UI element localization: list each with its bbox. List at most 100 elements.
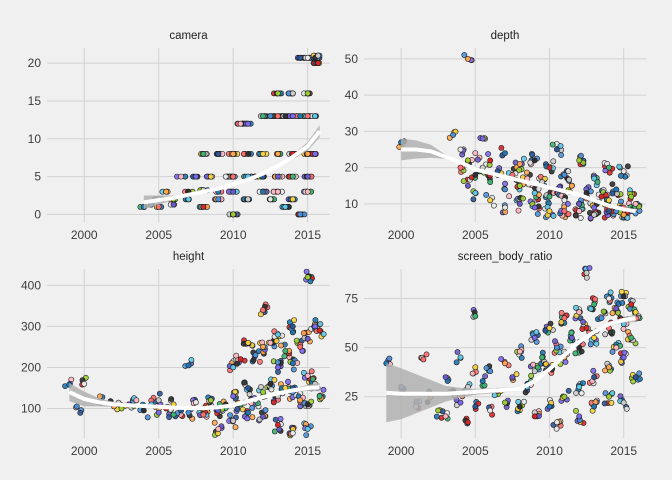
scatter-point [515, 207, 522, 214]
scatter-point [273, 338, 280, 344]
panel-title: depth [491, 30, 520, 42]
panel-depth: depth 2000 2005 2010 2015 10 20 30 40 50 [345, 30, 646, 242]
scatter-point [561, 393, 568, 400]
scatter-point [290, 366, 297, 373]
scatter-point [576, 309, 583, 316]
scatter-point [621, 349, 628, 356]
scatter-point [591, 301, 597, 308]
scatter-point [215, 150, 222, 157]
scatter-point [312, 150, 318, 157]
scatter-point [565, 200, 571, 207]
scatter-point [274, 150, 281, 157]
scatter-point [144, 414, 151, 421]
scatter-point [520, 195, 526, 202]
scatter-point [506, 193, 512, 200]
y-tick-label: 25 [345, 390, 359, 404]
x-tick-label: 2000 [388, 444, 415, 458]
scatter-point [260, 188, 266, 195]
scatter-point [617, 393, 624, 399]
scatter-point [591, 175, 597, 182]
y-tick-label: 10 [345, 197, 359, 211]
scatter-point [303, 268, 310, 275]
scatter-point [297, 54, 304, 61]
scatter-point [502, 180, 508, 187]
scatter-point [464, 419, 471, 426]
scatter-point [483, 365, 490, 371]
scatter-point [516, 167, 523, 173]
scatter-point [215, 196, 222, 203]
scatter-point [482, 373, 488, 380]
scatter-point [249, 414, 256, 421]
scatter-point [297, 211, 304, 218]
y-tick-label: 50 [345, 341, 359, 355]
scatter-point [620, 211, 627, 218]
scatter-point [270, 399, 277, 406]
scatter-point [613, 344, 620, 351]
scatter-point [516, 161, 523, 167]
scatter-point [528, 372, 534, 379]
scatter-point [620, 168, 627, 175]
scatter-point [317, 321, 324, 327]
scatter-point [550, 158, 557, 165]
scatter-point [522, 389, 529, 396]
scatter-point [546, 164, 553, 171]
scatter-point [453, 359, 460, 366]
scatter-point [307, 278, 314, 285]
scatter-point [554, 419, 560, 426]
scatter-point [300, 369, 307, 376]
scatter-point [289, 196, 296, 203]
scatter-point [568, 334, 575, 341]
y-tick-label: 400 [21, 278, 41, 292]
scatter-point [245, 120, 251, 127]
x-tick-label: 2005 [145, 228, 172, 242]
y-tick-label: 40 [345, 88, 359, 102]
scatter-point [274, 421, 281, 428]
scatter-point [594, 179, 601, 185]
scatter-point [593, 340, 600, 347]
x-tick-label: 2015 [294, 228, 321, 242]
scatter-point [308, 368, 315, 375]
scatter-point [479, 378, 486, 384]
scatter-point [304, 426, 311, 432]
scatter-point [304, 401, 311, 408]
scatter-point [576, 157, 583, 164]
scatter-point [554, 146, 560, 153]
scatter-point [498, 144, 505, 151]
scatter-point [260, 343, 266, 350]
scatter-point [543, 361, 549, 367]
scatter-point [606, 164, 612, 171]
scatter-point [271, 328, 278, 335]
scatter-point [289, 323, 296, 330]
scatter-point [274, 90, 281, 97]
scatter-point [609, 310, 616, 317]
scatter-point [620, 354, 627, 361]
y-tick-label: 0 [34, 207, 41, 221]
scatter-point [304, 54, 311, 61]
scatter-point [521, 398, 527, 405]
scatter-point [73, 403, 80, 410]
scatter-point [234, 360, 240, 367]
scatter-point [624, 214, 631, 221]
scatter-point [630, 378, 636, 385]
scatter-point [607, 289, 614, 296]
scatter-point [312, 317, 319, 323]
scatter-point [274, 331, 281, 338]
scatter-point [487, 179, 494, 185]
scatter-point [472, 364, 479, 371]
x-tick-label: 2015 [294, 444, 321, 458]
scatter-point [442, 374, 449, 380]
scatter-point [479, 135, 486, 142]
scatter-point [267, 380, 274, 387]
x-tick-label: 2000 [71, 228, 98, 242]
scatter-point [613, 305, 620, 312]
scatter-point [237, 120, 244, 127]
scatter-point [200, 150, 207, 157]
scatter-point [534, 364, 541, 371]
scatter-point [188, 356, 195, 363]
scatter-point [454, 349, 461, 355]
scatter-point [632, 200, 639, 207]
scatter-point [518, 354, 525, 361]
trend-line [68, 385, 320, 411]
scatter-point [170, 411, 177, 418]
